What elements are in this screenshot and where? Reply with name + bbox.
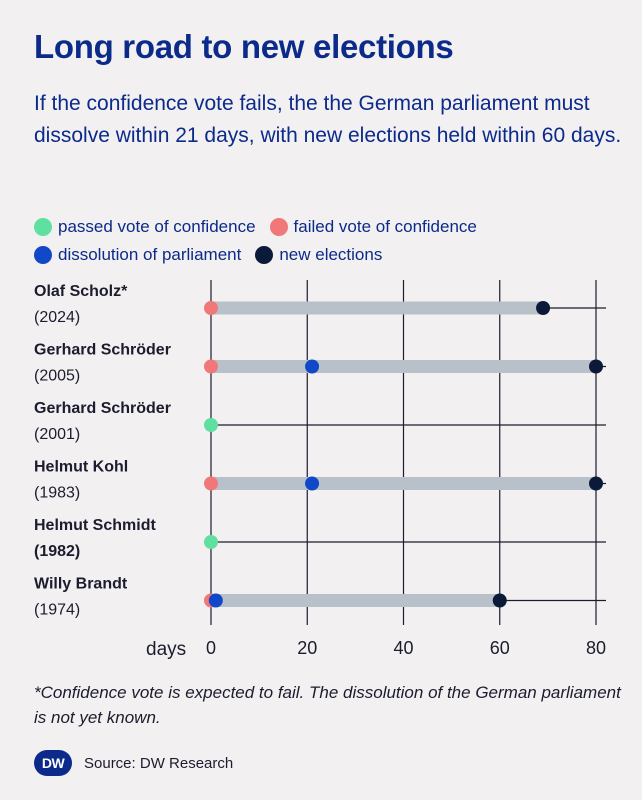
timeline-chart: Olaf Scholz* (2024) Gerhard Schröder (2005)… (34, 280, 606, 660)
legend-dot-elections (255, 246, 274, 264)
election-dot (492, 593, 507, 608)
failed-vote-dot (204, 476, 218, 491)
dissolution-dot (305, 476, 320, 491)
chart-legend: passed vote of confidence failed vote of… (34, 214, 634, 270)
election-dot (536, 301, 551, 315)
legend-label-dissolution: dissolution of parliament (58, 245, 242, 264)
dissolution-dot (305, 359, 320, 374)
legend-label-elections: new elections (279, 245, 383, 264)
election-dot (589, 359, 603, 374)
failed-vote-dot (204, 301, 218, 315)
x-tick-label-40: 40 (393, 638, 413, 658)
x-tick-label-0: 0 (206, 638, 216, 658)
row-name-label: Gerhard Schröder (34, 342, 171, 359)
legend-item-elections: new elections (255, 245, 382, 265)
page-title: Long road to new elections (34, 28, 454, 65)
row-name-label: Gerhard Schröder (34, 400, 171, 417)
row-year-label: (1983) (34, 485, 80, 502)
election-dot (589, 476, 603, 491)
passed-vote-dot (204, 418, 218, 432)
row-year-label: (1974) (34, 602, 80, 619)
legend-label-failed: failed vote of confidence (293, 217, 477, 236)
legend-item-dissolution: dissolution of parliament (34, 245, 241, 265)
failed-vote-dot (204, 359, 218, 374)
passed-vote-dot (204, 535, 218, 549)
legend-item-passed: passed vote of confidence (34, 217, 256, 237)
row-name-label: Olaf Scholz* (34, 283, 128, 300)
footnote: *Confidence vote is expected to fail. Th… (34, 683, 621, 727)
source-line: DW Source: DW Research (34, 750, 233, 776)
legend-label-passed: passed vote of confidence (58, 217, 256, 236)
dissolution-dot (208, 593, 223, 608)
row-name-label: Helmut Kohl (34, 459, 128, 476)
source-text: Source: DW Research (84, 754, 234, 772)
legend-dot-passed (34, 218, 52, 236)
row-year-label: (2001) (34, 426, 80, 443)
row-name-label: Willy Brandt (34, 576, 128, 593)
row-year-label: (2005) (34, 368, 80, 385)
x-tick-label-20: 20 (297, 638, 317, 658)
legend-item-failed: failed vote of confidence (269, 217, 477, 237)
legend-dot-dissolution (34, 246, 52, 264)
page-subtitle: If the confidence vote fails, the the Ge… (34, 92, 622, 147)
dw-logo: DW (34, 750, 72, 776)
x-tick-label-60: 60 (490, 638, 510, 658)
legend-dot-failed (269, 218, 288, 236)
x-tick-label-80: 80 (586, 638, 606, 658)
row-name-label: Helmut Schmidt (34, 517, 156, 534)
x-axis-label: days (146, 639, 186, 660)
row-year-label: (2024) (34, 309, 80, 326)
row-year-label: (1982) (34, 543, 80, 560)
